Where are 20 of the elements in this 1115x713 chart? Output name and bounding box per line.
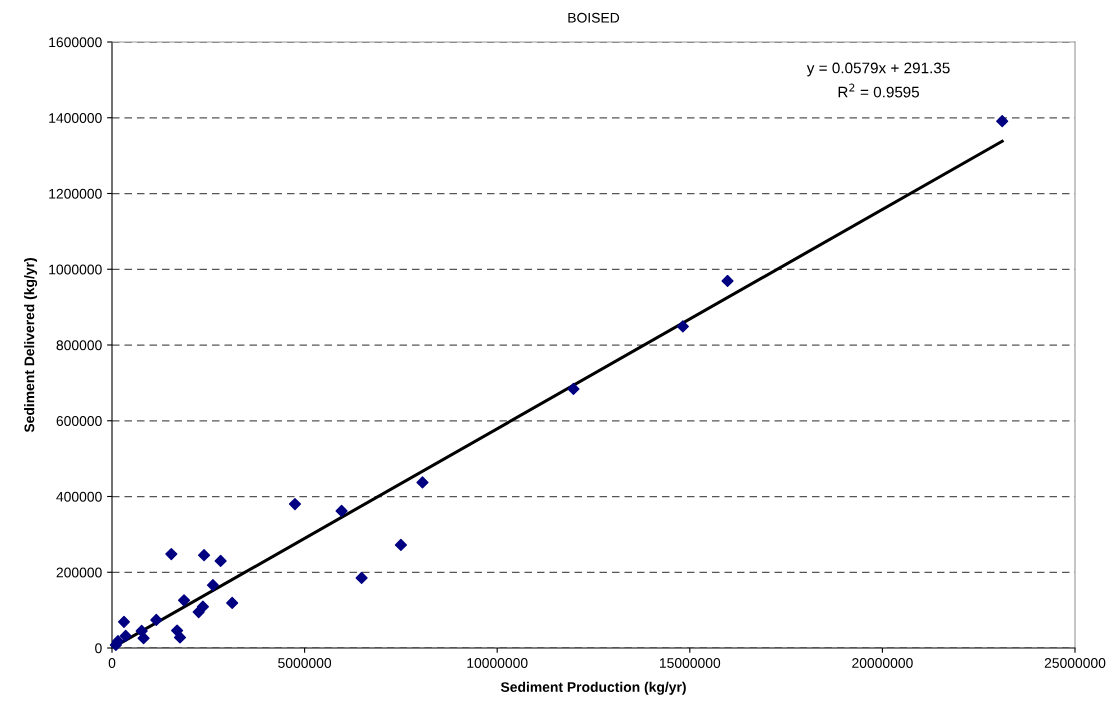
x-tick-label: 15000000 — [659, 658, 721, 668]
y-tick-label: 0 — [95, 643, 102, 654]
annotation: y = 0.0579x + 291.35 — [806, 62, 950, 77]
y-tick-label: 1200000 — [49, 188, 102, 199]
y-tick-label: 200000 — [56, 567, 102, 578]
y-tick-label: 400000 — [56, 491, 102, 502]
chart-title: BOISED — [568, 12, 620, 23]
x-axis-title: Sediment Production (kg/yr) — [500, 681, 686, 695]
x-tick-label: 25000000 — [1044, 658, 1106, 668]
annotation: R$^{2}$ = 0.9595 — [838, 83, 920, 98]
y-tick-label: 800000 — [56, 340, 102, 351]
y-tick-label: 1000000 — [49, 264, 102, 275]
x-tick-label: 10000000 — [467, 658, 528, 668]
x-tick-label: 5000000 — [278, 658, 332, 668]
x-tick-label: 20000000 — [852, 658, 913, 668]
y-tick-label: 1400000 — [49, 113, 102, 123]
y-tick-label: 1600000 — [49, 37, 102, 48]
y-tick-label: 600000 — [56, 416, 102, 426]
x-tick-label: 0 — [108, 658, 116, 668]
y-axis-title: Sediment Delivered (kg/yr) — [24, 258, 38, 433]
